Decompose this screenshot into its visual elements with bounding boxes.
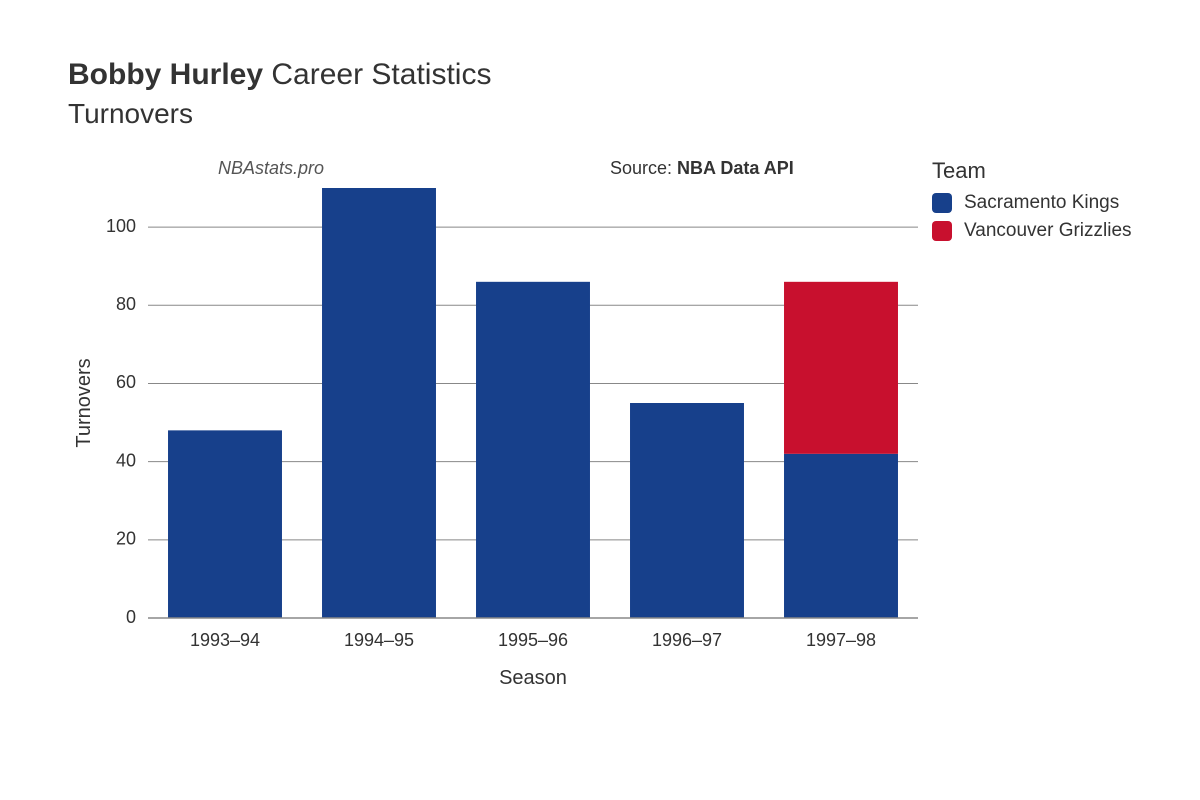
title-player: Bobby Hurley [68, 58, 263, 91]
legend-swatch [932, 221, 952, 241]
site-watermark: NBAstats.pro [218, 158, 324, 178]
bar-segment [168, 430, 282, 618]
legend: Team Sacramento Kings Vancouver Grizzlies [928, 148, 1132, 248]
y-tick-label: 0 [126, 606, 136, 626]
legend-title: Team [932, 158, 1132, 184]
x-axis-title: Season [499, 667, 567, 689]
bar-segment [784, 453, 898, 617]
y-tick-label: 100 [106, 215, 136, 235]
y-tick-label: 60 [116, 372, 136, 392]
bar-segment [322, 188, 436, 618]
x-tick-label: 1996–97 [652, 630, 722, 650]
chart-title-line1: Bobby Hurley Career Statistics [68, 56, 1160, 94]
chart-subtitle: Turnovers [68, 98, 1160, 130]
legend-swatch [932, 193, 952, 213]
turnovers-bar-chart: 0 20 40 60 80 100 1993–94 1994–95 1995–96 1996–97… [68, 148, 928, 708]
bar-segment [476, 281, 590, 617]
legend-item: Sacramento Kings [932, 192, 1132, 214]
y-tick-label: 20 [116, 528, 136, 548]
source-annotation: Source: NBA Data API [610, 158, 794, 178]
x-tick-label: 1994–95 [344, 630, 414, 650]
title-suffix: Career Statistics [271, 58, 491, 91]
y-tick-label: 80 [116, 294, 136, 314]
legend-label: Vancouver Grizzlies [964, 220, 1132, 242]
y-tick-label: 40 [116, 450, 136, 470]
x-tick-label: 1997–98 [806, 630, 876, 650]
x-tick-label: 1993–94 [190, 630, 260, 650]
x-tick-label: 1995–96 [498, 630, 568, 650]
legend-label: Sacramento Kings [964, 192, 1119, 214]
y-axis-title: Turnovers [73, 358, 95, 447]
legend-item: Vancouver Grizzlies [932, 220, 1132, 242]
bar-segment [630, 403, 744, 618]
bar-segment [784, 281, 898, 453]
